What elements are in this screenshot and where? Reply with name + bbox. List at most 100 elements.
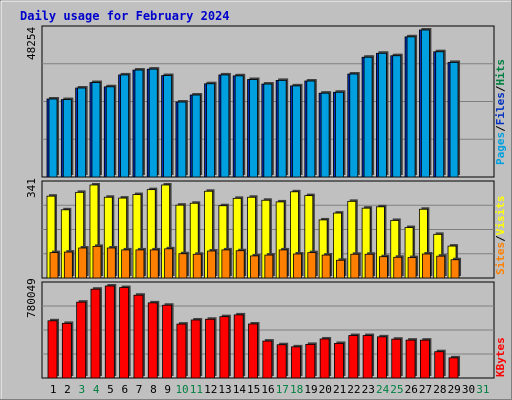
hits-legend: Pages/Files/Hits xyxy=(494,59,507,165)
legend-entry: / xyxy=(494,235,507,242)
visits-legend: Sites/Visits xyxy=(494,196,507,276)
day-label: 6 xyxy=(121,383,128,396)
kbytes-bar xyxy=(233,314,244,379)
day-label: 23 xyxy=(362,383,375,396)
kbytes-bar xyxy=(147,302,158,379)
sites-bar xyxy=(49,252,59,279)
legend-text: KBytes xyxy=(494,337,507,377)
sites-bar xyxy=(164,248,173,279)
kbytes-bar xyxy=(133,294,144,379)
hits-bar xyxy=(277,80,287,178)
day-label: 26 xyxy=(405,383,418,396)
kbytes-bar xyxy=(104,285,115,379)
day-label: 18 xyxy=(290,383,303,396)
legend-entry: Pages xyxy=(494,132,507,165)
legend-entry: Visits xyxy=(494,196,507,236)
kbytes-bar xyxy=(61,322,72,379)
sites-bar xyxy=(250,255,259,279)
hits-bar xyxy=(134,69,144,178)
sites-bar xyxy=(121,249,131,279)
hits-bar xyxy=(91,82,101,178)
hits-bar xyxy=(77,87,87,178)
visits-panel xyxy=(41,180,495,279)
kbytes-bar xyxy=(219,316,230,379)
hits-bar xyxy=(148,68,158,178)
kbytes-bar xyxy=(334,343,344,379)
hits-bar xyxy=(420,29,430,178)
kbytes-bar xyxy=(248,323,258,379)
kbytes-bar xyxy=(305,343,316,379)
sites-bar xyxy=(192,253,202,279)
hits-bar xyxy=(249,79,258,178)
sites-bar xyxy=(421,253,431,279)
kbytes-bar xyxy=(448,357,459,379)
day-label: 27 xyxy=(419,383,432,396)
sites-bar xyxy=(178,253,188,279)
kbytes-panel xyxy=(41,281,495,379)
kbytes-bar xyxy=(176,323,187,379)
kbytes-bar xyxy=(348,335,359,379)
hits-bar xyxy=(435,51,445,178)
day-label: 4 xyxy=(93,383,100,396)
hits-bar xyxy=(177,101,187,178)
hits-bar xyxy=(234,75,244,178)
sites-bar xyxy=(278,249,288,279)
day-label: 20 xyxy=(319,383,332,396)
hits-bar xyxy=(191,94,201,178)
kbytes-bar xyxy=(319,338,330,379)
day-label: 9 xyxy=(164,383,171,396)
hits-bar xyxy=(48,98,58,178)
day-label: 22 xyxy=(347,383,360,396)
kbytes-bar xyxy=(276,344,287,379)
day-label: 31 xyxy=(476,383,489,396)
hits-bar xyxy=(263,83,273,178)
day-label: 29 xyxy=(448,383,461,396)
day-label: 8 xyxy=(150,383,157,396)
hits-bar xyxy=(105,86,115,178)
day-label: 12 xyxy=(204,383,217,396)
sites-bar xyxy=(78,247,88,279)
day-label: 16 xyxy=(261,383,274,396)
kbytes-bar xyxy=(262,340,273,379)
kbytes-bar xyxy=(90,288,101,379)
day-label: 7 xyxy=(136,383,143,396)
kbytes-bar xyxy=(76,301,87,379)
hits-panel xyxy=(41,25,495,178)
kbytes-bar xyxy=(162,304,172,379)
sites-bar xyxy=(149,249,159,279)
hits-bar xyxy=(406,36,416,178)
day-label: 15 xyxy=(247,383,260,396)
sites-bar xyxy=(92,245,102,279)
kbytes-bar xyxy=(405,339,416,379)
day-labels: 1 2 3 4 5 6 7 8 9 10 11 12 13 14 15 16 17 18 19 20 21 22 23 24 2… xyxy=(50,383,490,396)
kbytes-bar xyxy=(377,336,387,379)
hits-bar xyxy=(163,75,172,178)
day-label: 19 xyxy=(304,383,317,396)
day-label: 17 xyxy=(276,383,289,396)
sites-bar xyxy=(293,253,302,279)
sites-bar xyxy=(350,253,360,279)
day-label: 13 xyxy=(218,383,231,396)
hits-bar xyxy=(320,92,330,178)
sites-bar xyxy=(307,252,317,279)
kbytes-bar xyxy=(119,287,130,379)
hits-bar xyxy=(449,62,459,178)
visits-max-label: 341 xyxy=(25,178,38,198)
hits-bar xyxy=(206,83,215,178)
legend-entry: / xyxy=(494,125,507,132)
sites-bar xyxy=(450,259,460,279)
legend-entry: Sites xyxy=(494,242,507,275)
day-label: 2 xyxy=(64,383,71,396)
sites-bar xyxy=(207,250,216,279)
day-label: 24 xyxy=(376,383,390,396)
kbytes-bar xyxy=(419,339,430,379)
kbytes-bar xyxy=(190,319,201,379)
day-label: 28 xyxy=(433,383,446,396)
sites-bar xyxy=(379,256,388,279)
sites-bar xyxy=(364,253,374,279)
day-label: 14 xyxy=(233,383,247,396)
hits-bar xyxy=(363,56,373,178)
hits-bar xyxy=(120,74,130,178)
kbytes-legend: KBytes xyxy=(494,337,507,377)
